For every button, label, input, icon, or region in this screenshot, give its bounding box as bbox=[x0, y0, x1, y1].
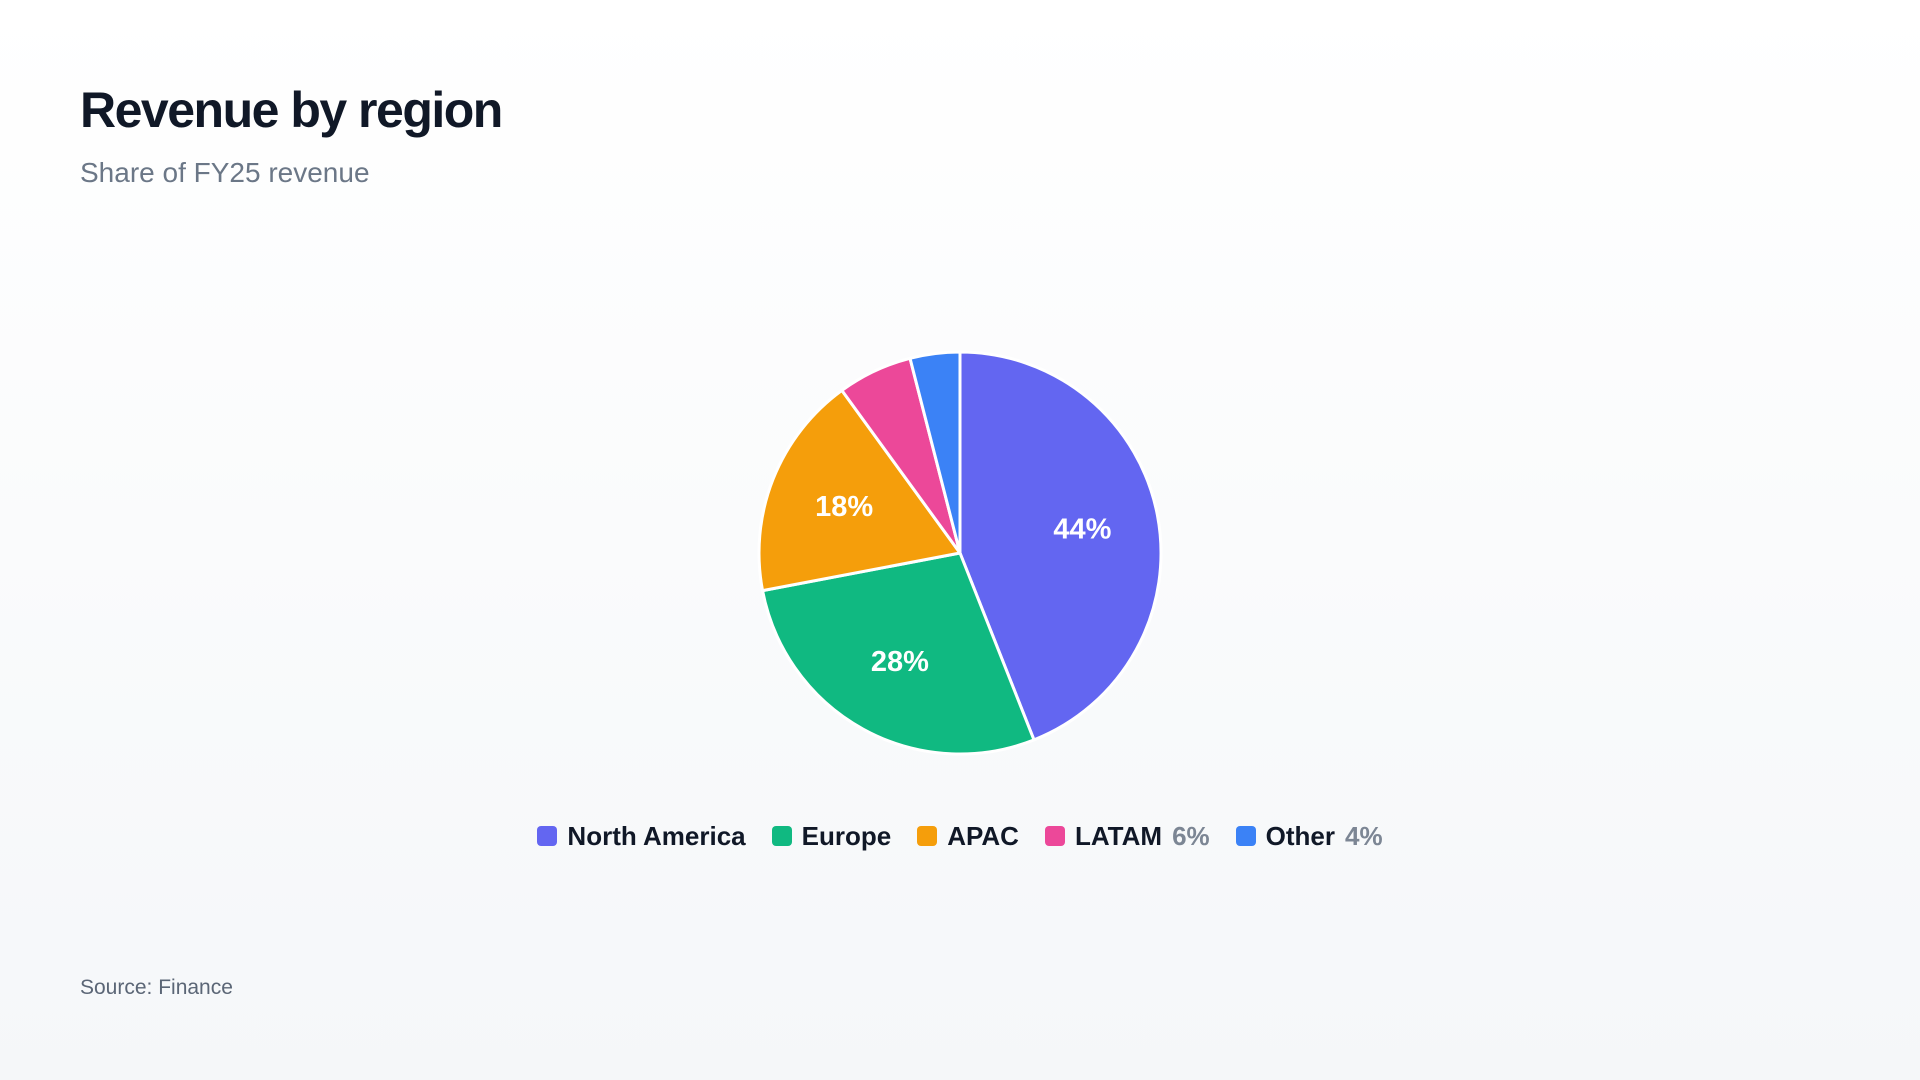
legend-item-apac[interactable]: APAC bbox=[917, 818, 1019, 854]
legend-item-north-america[interactable]: North America bbox=[537, 818, 746, 854]
pie-slice-other[interactable] bbox=[908, 350, 962, 555]
pie-slice-north-america[interactable] bbox=[958, 350, 1163, 742]
legend-label: Other bbox=[1265, 821, 1335, 851]
legend-swatch bbox=[1044, 826, 1065, 846]
chart-legend: North America Europe APAC LATAM 6% Other… bbox=[0, 818, 1920, 854]
pie-slice-apac[interactable] bbox=[757, 388, 962, 593]
legend-label: North America bbox=[567, 821, 746, 851]
legend-item-europe[interactable]: Europe bbox=[771, 818, 892, 854]
slice-label-apac: 18% bbox=[815, 491, 873, 523]
chart-source: Source: Finance bbox=[80, 976, 233, 999]
legend-value: 6% bbox=[1172, 821, 1210, 851]
legend-label: APAC bbox=[947, 821, 1019, 851]
pie-slice-europe[interactable] bbox=[761, 551, 1036, 756]
legend-label: LATAM bbox=[1074, 821, 1163, 851]
legend-swatch bbox=[537, 826, 558, 846]
legend-item-other[interactable]: Other 4% bbox=[1235, 818, 1383, 854]
legend-label: Europe bbox=[801, 821, 892, 851]
legend-value: 4% bbox=[1345, 821, 1383, 851]
legend-swatch bbox=[1235, 826, 1256, 846]
legend-swatch bbox=[917, 826, 938, 846]
legend-item-latam[interactable]: LATAM 6% bbox=[1044, 818, 1210, 854]
chart-title: Revenue by region bbox=[80, 82, 503, 138]
slice-label-north-america: 44% bbox=[1053, 514, 1111, 546]
slice-label-europe: 28% bbox=[871, 646, 929, 678]
legend-swatch bbox=[771, 826, 792, 846]
chart-subtitle: Share of FY25 revenue bbox=[80, 157, 370, 188]
